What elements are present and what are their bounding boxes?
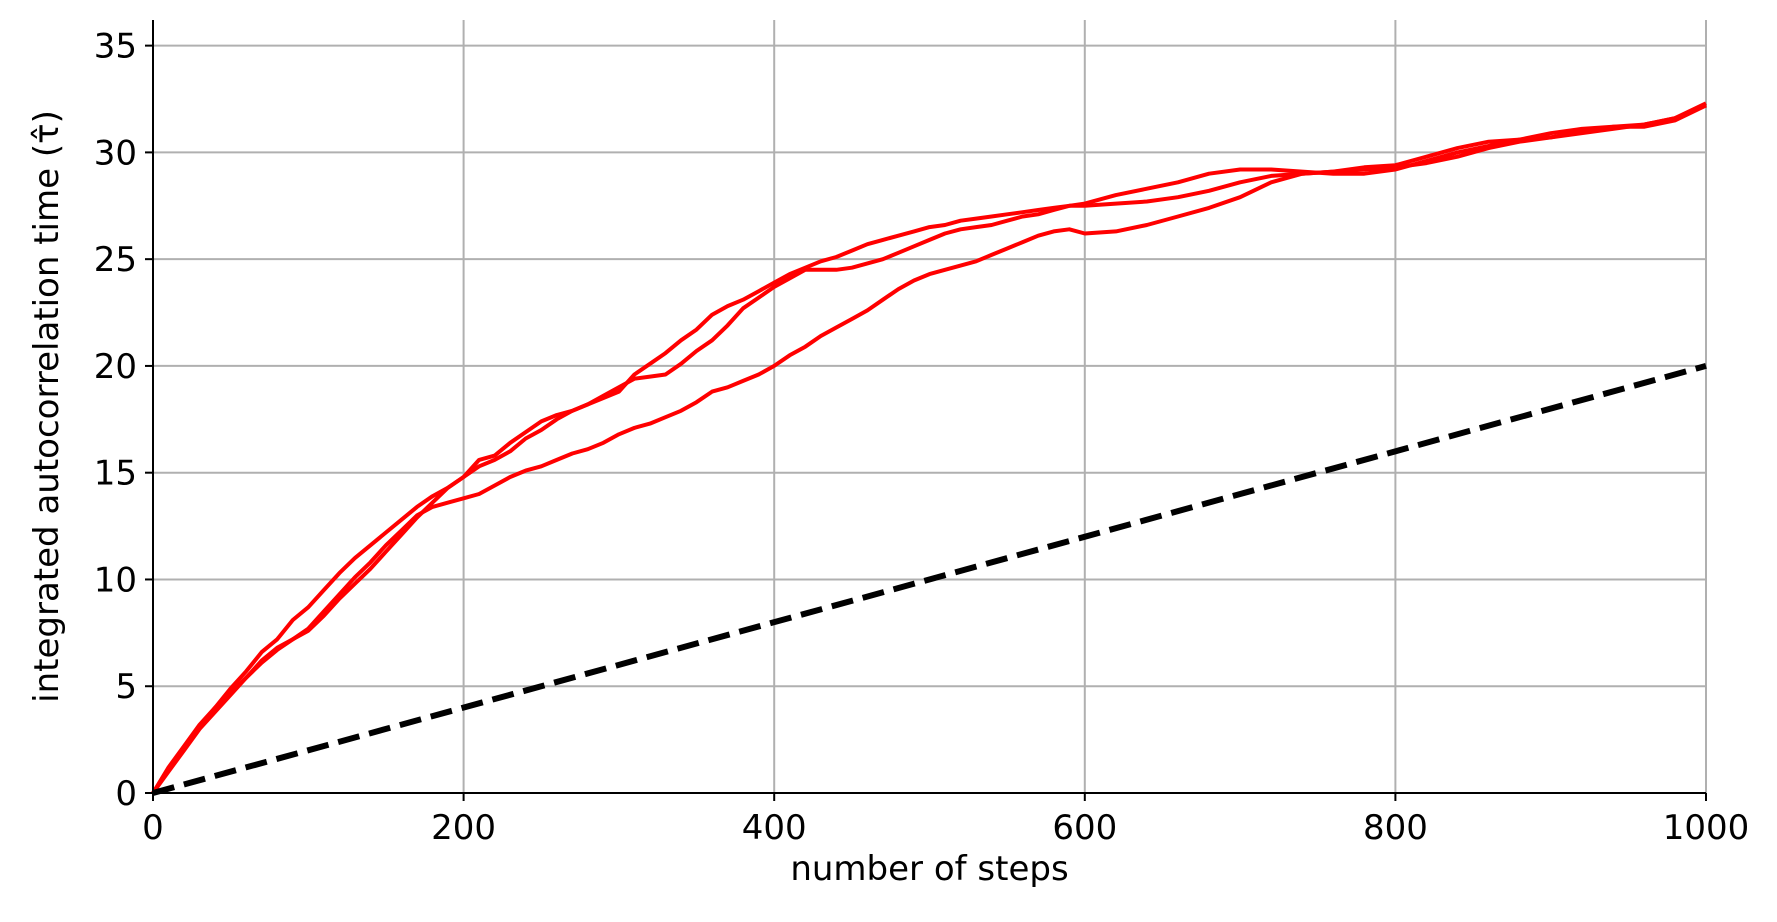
x-axis-label: number of steps [790, 849, 1068, 889]
x-tick-label: 0 [142, 808, 164, 848]
x-tick-label: 200 [431, 808, 496, 848]
y-tick-label: 25 [94, 240, 137, 280]
x-tick-label: 600 [1052, 808, 1117, 848]
grid-lines [152, 20, 1707, 794]
y-tick-label: 35 [94, 27, 137, 67]
axes [145, 20, 1707, 801]
x-tick-label: 800 [1363, 808, 1428, 848]
x-tick-label: 1000 [1663, 808, 1750, 848]
y-tick-label: 30 [94, 133, 137, 173]
series-line-2 [151, 103, 1707, 795]
y-tick-label: 5 [115, 667, 137, 707]
y-axis-label: integrated autocorrelation time (τ̂) [27, 110, 67, 703]
reference-line [152, 363, 1707, 796]
y-tick-label: 10 [94, 560, 137, 600]
y-tick-label: 20 [94, 347, 137, 387]
y-tick-label: 0 [115, 774, 137, 814]
tick-labels: 0 200 400 600 800 1000 0 5 10 15 20 25 30 35 [94, 27, 1750, 848]
y-tick-label: 15 [94, 454, 137, 494]
x-tick-label: 400 [742, 808, 807, 848]
series-lines [151, 101, 1707, 796]
series-line-3 [151, 103, 1707, 795]
series-line-1 [151, 101, 1707, 795]
